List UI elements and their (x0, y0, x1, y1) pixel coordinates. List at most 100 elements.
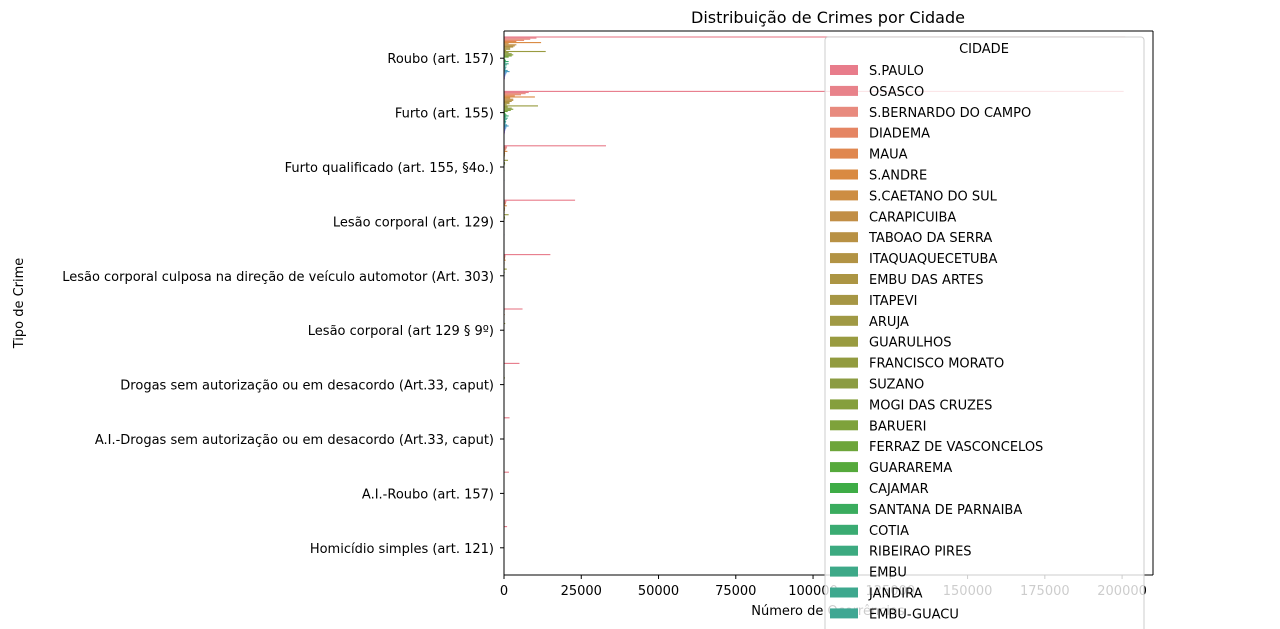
legend-swatch (830, 503, 858, 514)
legend-entry-label: ARUJA (869, 315, 909, 330)
bar (504, 66, 507, 68)
bar (504, 526, 508, 528)
bar (504, 120, 507, 123)
legend-swatch (830, 608, 858, 619)
bar (504, 55, 512, 57)
legend-entry-label: DIADEMA (869, 127, 930, 142)
bar (504, 202, 506, 205)
legend-swatch (830, 545, 858, 556)
bar (504, 56, 509, 58)
bar (504, 72, 507, 74)
y-tick-label: Lesão corporal (art 129 § 9º) (308, 324, 494, 339)
bar (504, 59, 506, 61)
bar (504, 42, 542, 44)
bar (504, 114, 507, 116)
bar (504, 119, 506, 121)
legend-entry-label: CAJAMAR (869, 482, 929, 497)
y-tick-label: Homicídio simples (art. 121) (310, 542, 494, 557)
y-tick-label: Lesão corporal culposa na direção de veí… (62, 270, 494, 285)
legend-entry-label: GUARULHOS (869, 336, 952, 351)
bar (504, 96, 535, 98)
legend-entry-label: MAUA (869, 148, 908, 163)
bar (504, 254, 551, 256)
legend-title: CIDADE (959, 42, 1009, 57)
legend-entry-label: EMBU (869, 566, 907, 581)
legend: CIDADE S.PAULO OSASCO S.BERNARDO DO CAMPO D… (824, 36, 1145, 629)
legend-entry-label: S.PAULO (869, 64, 924, 79)
bar (504, 214, 509, 216)
bar (504, 256, 506, 258)
legend-entry-label: SANTANA DE PARNAIBA (869, 503, 1022, 518)
bar (504, 116, 506, 118)
bar (504, 94, 521, 96)
chart-title: Distribuição de Crimes por Cidade (691, 8, 965, 27)
legend-entry-label: S.BERNARDO DO CAMPO (869, 106, 1031, 121)
bar (504, 259, 506, 261)
bar (504, 67, 506, 69)
bar (504, 417, 510, 419)
bar (504, 257, 506, 259)
bar (504, 268, 507, 270)
x-tick-label: 25000 (561, 584, 602, 599)
legend-entry-label: JANDIRA (868, 587, 923, 602)
legend-entry-label: CARAPICUIBA (869, 210, 956, 225)
legend-swatch (830, 211, 858, 222)
bar (504, 200, 507, 202)
legend-entry-label: OSASCO (869, 85, 924, 100)
bar (504, 60, 509, 63)
bar (504, 146, 508, 148)
bar (504, 49, 507, 51)
bars-layer (504, 36, 1126, 569)
legend-swatch (830, 524, 858, 535)
bar (504, 44, 517, 46)
y-tick-label: Roubo (art. 157) (387, 52, 494, 67)
bar (504, 205, 507, 207)
y-tick-label: Furto qualificado (art. 155, §4o.) (285, 161, 494, 176)
bar (504, 199, 576, 201)
bar (504, 39, 525, 41)
legend-swatch (830, 190, 858, 201)
legend-swatch (830, 127, 858, 138)
bar (504, 64, 507, 66)
legend-swatch (830, 441, 858, 452)
legend-items: S.PAULO OSASCO S.BERNARDO DO CAMPO DIADEMA M… (830, 64, 1043, 622)
bar (504, 99, 514, 101)
bar (504, 129, 506, 132)
legend-entry-label: ITAQUAQUECETUBA (869, 252, 997, 267)
bar (504, 95, 515, 97)
bar (504, 201, 507, 203)
bar (504, 48, 511, 50)
bar (504, 110, 508, 113)
bar (504, 149, 506, 151)
legend-entry-label: FERRAZ DE VASCONCELOS (869, 440, 1043, 455)
bar (504, 150, 508, 152)
bar (504, 62, 506, 64)
legend-swatch (830, 399, 858, 410)
legend-swatch (830, 232, 858, 243)
legend-swatch (830, 274, 858, 284)
bar (504, 122, 506, 124)
bar (504, 97, 511, 99)
y-tick-label: Furto (art. 155) (395, 107, 494, 122)
bar (504, 113, 506, 115)
bar (504, 75, 506, 77)
bar (504, 153, 506, 155)
bar (504, 43, 509, 45)
bar (504, 105, 538, 107)
y-tick-label: A.I.-Roubo (art. 157) (362, 487, 494, 502)
bar (504, 115, 509, 117)
bar (504, 52, 509, 54)
bar (504, 103, 510, 105)
bar (504, 38, 531, 40)
bar (504, 106, 508, 108)
legend-entry-label: FRANCISCO MORATO (869, 357, 1004, 372)
legend-swatch (830, 253, 858, 264)
legend-entry-label: SUZANO (869, 378, 924, 393)
bar (504, 102, 510, 104)
bar (504, 207, 506, 209)
y-axis-ticks: Roubo (art. 157) Furto (art. 155) Furto qu… (62, 52, 504, 557)
bar (504, 217, 506, 219)
bar (504, 255, 506, 257)
legend-entry-label: S.CAETANO DO SUL (869, 189, 998, 204)
